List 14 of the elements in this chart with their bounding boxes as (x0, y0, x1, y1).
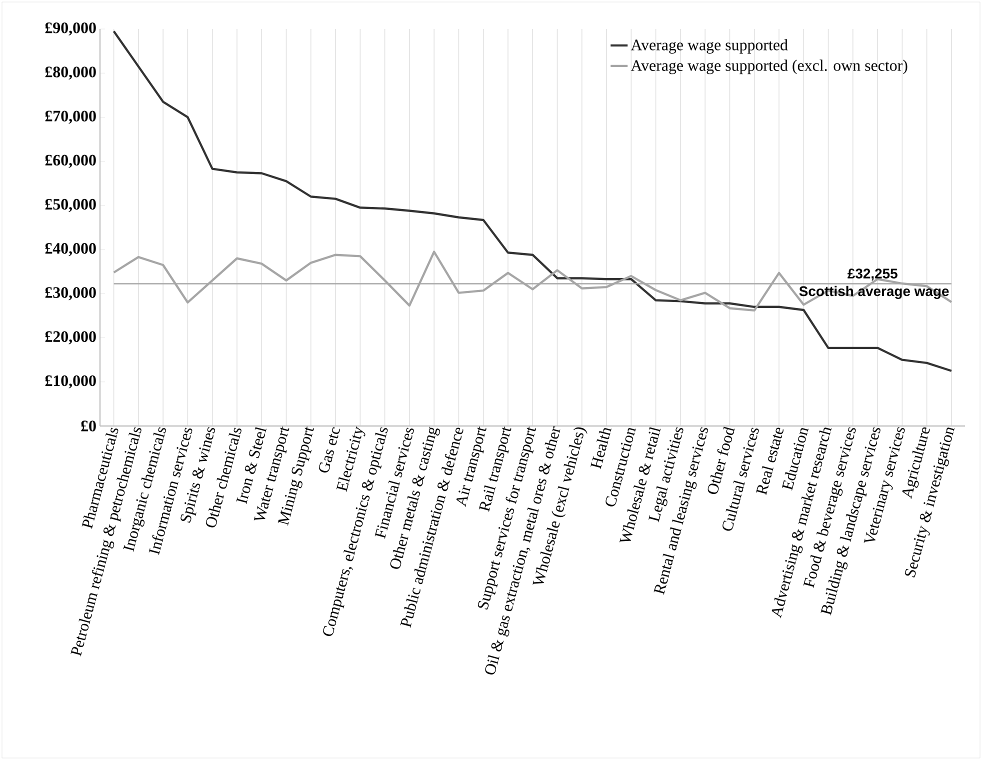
y-tick-label: £20,000 (45, 331, 96, 344)
legend-label: Average wage supported (excl. own sector) (630, 60, 908, 74)
y-tick-label: £70,000 (45, 110, 96, 124)
ref-line-label: Scottish average wage (799, 286, 949, 299)
y-tick-label: £50,000 (45, 198, 96, 212)
y-tick-label: £10,000 (45, 375, 96, 388)
line-series (112, 250, 953, 312)
y-tick-label: £30,000 (45, 287, 96, 300)
y-tick-label: £60,000 (45, 154, 96, 168)
legend-label: Average wage supported (630, 39, 788, 54)
y-tick-label: £90,000 (45, 22, 96, 36)
y-tick-label: £40,000 (45, 243, 96, 256)
annotation: £32,255 (848, 268, 898, 281)
y-tick-label: £80,000 (45, 66, 96, 80)
